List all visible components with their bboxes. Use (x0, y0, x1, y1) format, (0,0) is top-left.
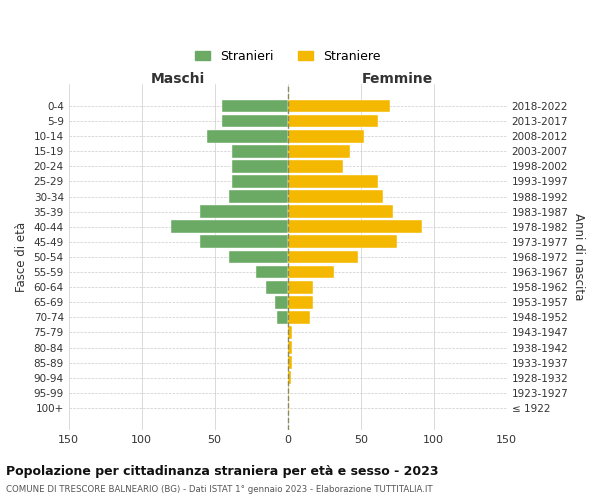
Bar (287, 356, 292, 369)
Bar (287, 386, 289, 400)
Bar (287, 145, 350, 158)
Bar (287, 205, 393, 218)
Bar (287, 130, 364, 142)
Legend: Stranieri, Straniere: Stranieri, Straniere (190, 45, 386, 68)
Bar (229, 190, 287, 203)
Text: Maschi: Maschi (151, 72, 205, 86)
Y-axis label: Anni di nascita: Anni di nascita (572, 214, 585, 300)
Bar (229, 250, 287, 264)
Bar (287, 402, 289, 414)
Bar (287, 281, 313, 293)
Bar (232, 175, 287, 188)
Bar (287, 190, 383, 203)
Bar (171, 220, 287, 233)
Bar (222, 114, 287, 128)
Bar (287, 175, 378, 188)
Bar (287, 114, 378, 128)
Bar (275, 296, 287, 308)
Bar (277, 311, 287, 324)
Bar (232, 145, 287, 158)
Bar (287, 266, 334, 278)
Bar (287, 100, 390, 112)
Bar (287, 372, 290, 384)
Bar (232, 160, 287, 173)
Bar (256, 266, 287, 278)
Bar (200, 205, 287, 218)
Bar (222, 100, 287, 112)
Text: Femmine: Femmine (362, 72, 433, 86)
Bar (287, 326, 292, 339)
Bar (287, 236, 397, 248)
Bar (287, 341, 292, 354)
Bar (287, 250, 358, 264)
Bar (266, 281, 287, 293)
Bar (200, 236, 287, 248)
Bar (287, 220, 422, 233)
Bar (287, 160, 343, 173)
Bar (287, 296, 313, 308)
Bar (208, 130, 287, 142)
Text: COMUNE DI TRESCORE BALNEARIO (BG) - Dati ISTAT 1° gennaio 2023 - Elaborazione TU: COMUNE DI TRESCORE BALNEARIO (BG) - Dati… (6, 485, 433, 494)
Text: Popolazione per cittadinanza straniera per età e sesso - 2023: Popolazione per cittadinanza straniera p… (6, 465, 439, 478)
Bar (287, 311, 310, 324)
Y-axis label: Fasce di età: Fasce di età (15, 222, 28, 292)
